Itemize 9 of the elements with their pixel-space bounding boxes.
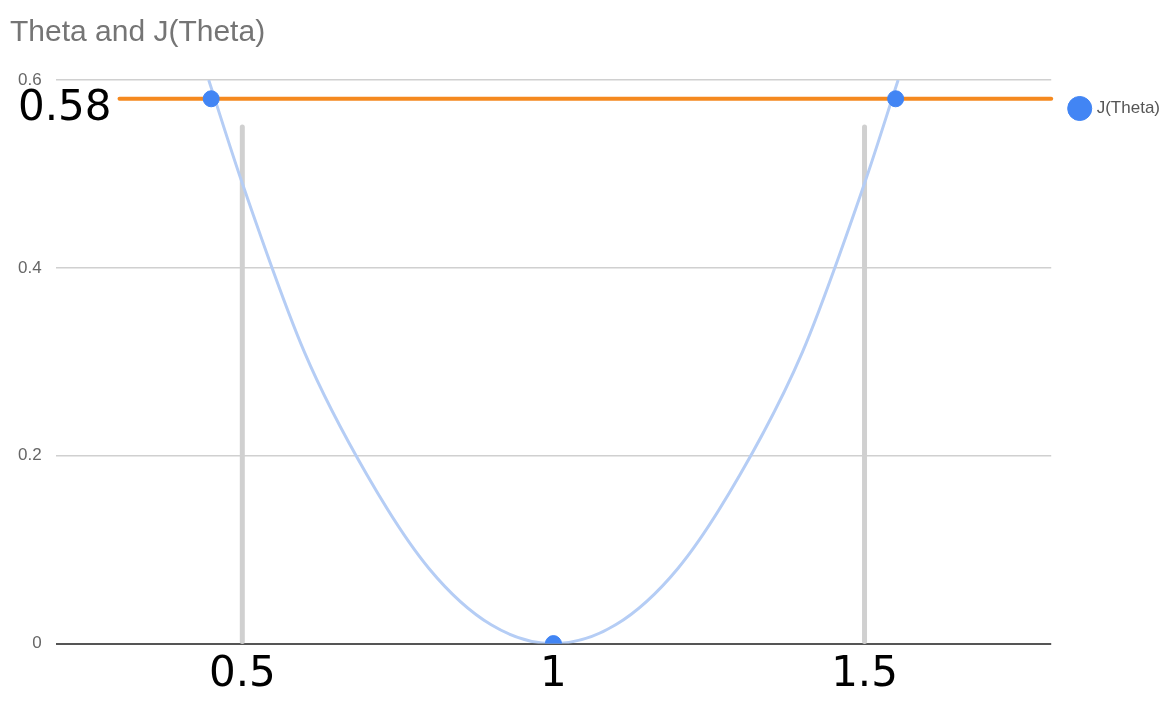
x-tick-label: 1 — [540, 646, 567, 696]
x-tick-label: 1.5 — [831, 646, 898, 696]
x-tick-label: 0.5 — [208, 646, 276, 696]
y-tick-label: 0 — [32, 633, 42, 653]
chart-title: Theta and J(Theta) — [10, 14, 266, 48]
legend-label: J(Theta) — [1096, 98, 1160, 118]
y-tick-label: 0.2 — [17, 445, 42, 465]
y-tick-label: 0.4 — [17, 257, 42, 277]
line-series — [207, 80, 900, 644]
